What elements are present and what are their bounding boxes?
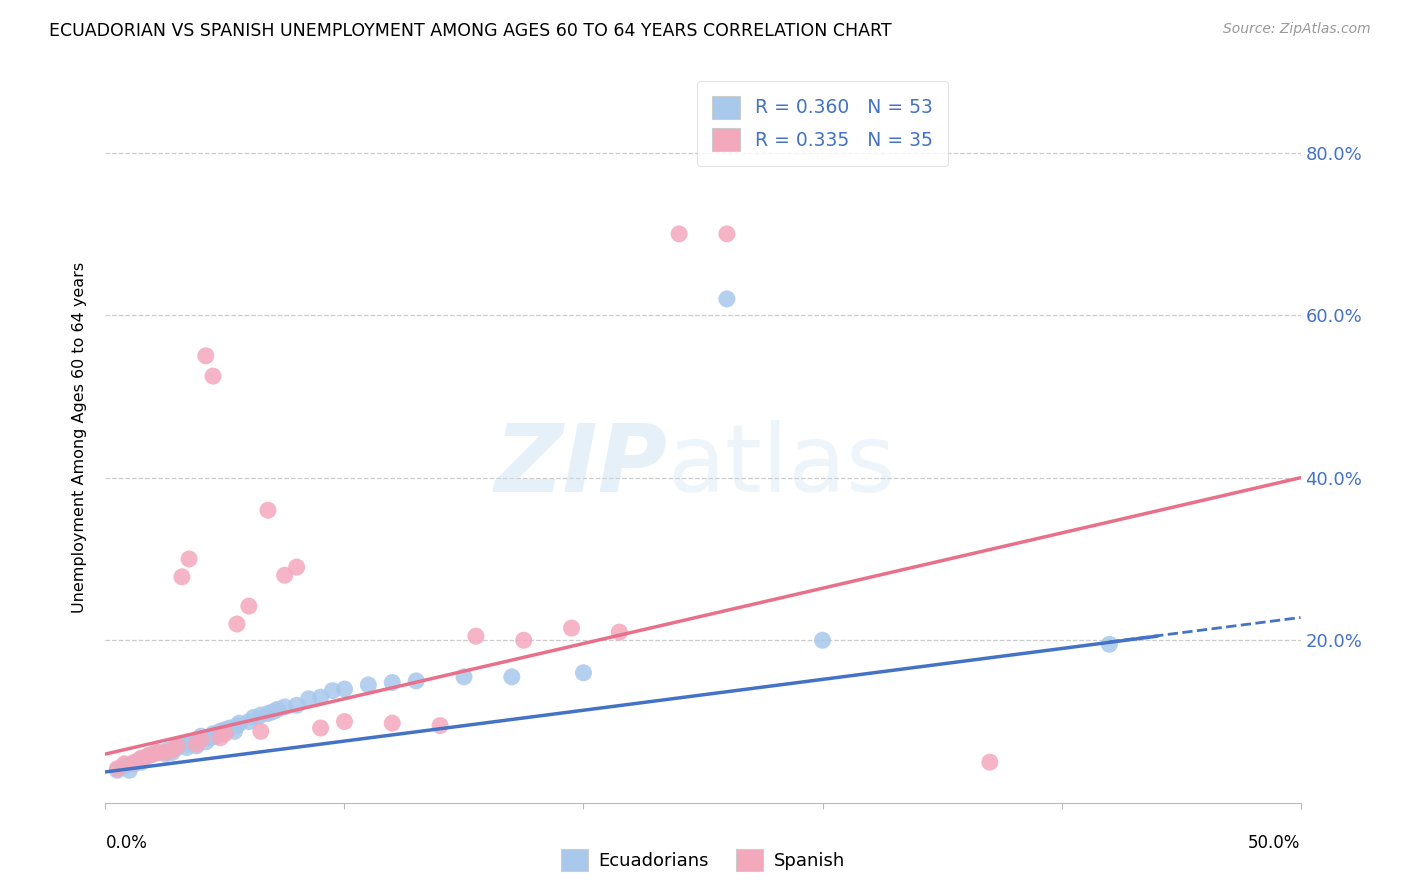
Point <box>166 739 188 753</box>
Point <box>225 617 249 632</box>
Point <box>129 755 153 769</box>
Point <box>811 633 834 648</box>
Point <box>218 721 240 735</box>
Text: 50.0%: 50.0% <box>1249 834 1301 852</box>
Point <box>228 716 250 731</box>
Point <box>194 735 217 749</box>
Point <box>464 629 488 643</box>
Point <box>501 670 523 684</box>
Point <box>200 731 222 745</box>
Point <box>381 716 404 731</box>
Point <box>285 560 308 574</box>
Point <box>298 691 321 706</box>
Point <box>156 743 179 757</box>
Point <box>170 570 193 584</box>
Point <box>146 746 169 760</box>
Point <box>238 599 260 614</box>
Point <box>214 727 236 741</box>
Point <box>309 690 332 705</box>
Point <box>225 718 249 732</box>
Text: ZIP: ZIP <box>495 420 666 512</box>
Point <box>357 678 380 692</box>
Legend: Ecuadorians, Spanish: Ecuadorians, Spanish <box>554 841 852 878</box>
Point <box>190 732 212 747</box>
Point <box>607 625 630 640</box>
Point <box>405 673 427 688</box>
Point <box>176 740 198 755</box>
Text: ECUADORIAN VS SPANISH UNEMPLOYMENT AMONG AGES 60 TO 64 YEARS CORRELATION CHART: ECUADORIAN VS SPANISH UNEMPLOYMENT AMONG… <box>49 22 891 40</box>
Point <box>138 748 160 763</box>
Point <box>146 746 169 760</box>
Y-axis label: Unemployment Among Ages 60 to 64 years: Unemployment Among Ages 60 to 64 years <box>72 261 87 613</box>
Point <box>266 702 288 716</box>
Point <box>242 710 264 724</box>
Point <box>224 724 246 739</box>
Point <box>560 621 583 635</box>
Point <box>142 747 165 761</box>
Point <box>453 670 475 684</box>
Point <box>170 737 193 751</box>
Point <box>257 706 280 721</box>
Point <box>114 759 136 773</box>
Point <box>274 568 297 582</box>
Point <box>162 743 184 757</box>
Point <box>155 747 177 761</box>
Point <box>309 721 332 735</box>
Point <box>190 732 212 747</box>
Point <box>128 754 150 768</box>
Point <box>979 755 1001 769</box>
Point <box>202 369 225 384</box>
Point <box>668 227 690 241</box>
Point <box>262 705 284 719</box>
Point <box>285 698 308 713</box>
Point <box>257 503 280 517</box>
Point <box>129 751 153 765</box>
Point <box>1098 637 1121 651</box>
Point <box>118 764 141 778</box>
Point <box>209 731 232 745</box>
Point <box>166 740 188 755</box>
Point <box>381 675 404 690</box>
Point <box>162 746 184 760</box>
Point <box>209 724 232 739</box>
Text: 0.0%: 0.0% <box>105 834 148 852</box>
Point <box>321 683 344 698</box>
Point <box>186 737 208 751</box>
Point <box>155 746 177 760</box>
Point <box>238 714 260 729</box>
Point <box>429 718 451 732</box>
Point <box>142 747 165 761</box>
Point <box>214 723 236 737</box>
Point <box>166 739 188 753</box>
Point <box>513 633 536 648</box>
Point <box>250 708 273 723</box>
Point <box>107 764 129 778</box>
Point <box>186 739 208 753</box>
Text: atlas: atlas <box>666 420 896 512</box>
Point <box>202 727 225 741</box>
Point <box>572 665 595 680</box>
Point <box>333 681 356 696</box>
Point <box>107 762 129 776</box>
Point <box>179 735 201 749</box>
Point <box>274 699 297 714</box>
Point <box>179 552 201 566</box>
Point <box>716 292 738 306</box>
Point <box>190 729 212 743</box>
Point <box>194 349 217 363</box>
Text: Source: ZipAtlas.com: Source: ZipAtlas.com <box>1223 22 1371 37</box>
Point <box>180 737 202 751</box>
Point <box>204 729 226 743</box>
Point <box>333 714 356 729</box>
Point <box>132 751 155 765</box>
Point <box>122 755 145 769</box>
Point <box>716 227 738 241</box>
Point <box>122 756 145 771</box>
Point <box>114 756 136 771</box>
Point <box>250 724 273 739</box>
Point <box>138 748 160 763</box>
